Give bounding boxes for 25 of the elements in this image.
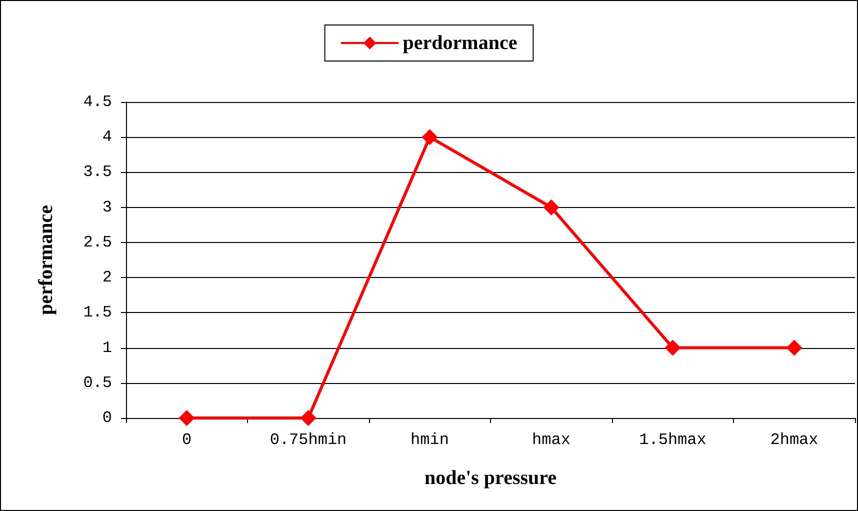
y-tick-label: 3 xyxy=(102,198,112,216)
point xyxy=(422,129,438,146)
point xyxy=(786,340,802,356)
x-tick-label: 0.75hmin xyxy=(270,431,347,449)
y-tick-label: 4 xyxy=(102,128,112,146)
x-tick-label: 1.5hmax xyxy=(639,431,706,449)
point xyxy=(543,199,560,216)
x-tick-label: 0 xyxy=(182,431,192,449)
x-tick-label: 2hmax xyxy=(770,431,818,449)
y-tick-label: 3.5 xyxy=(83,163,112,182)
point xyxy=(178,410,195,426)
y-tick-label: 0.5 xyxy=(83,374,112,392)
y-tick-label: 1 xyxy=(102,338,112,357)
x-axis-title: node's pressure xyxy=(424,467,557,489)
point xyxy=(664,340,681,356)
x-tick-label: hmax xyxy=(532,431,570,449)
y-tick-label: 0 xyxy=(102,409,112,427)
y-axis-title: performance xyxy=(35,204,57,315)
x-tick-label: hmin xyxy=(410,431,449,449)
y-tick-label: 1.5 xyxy=(83,304,112,322)
y-tick-label: 2.5 xyxy=(83,233,112,252)
legend-label: perdormance xyxy=(402,32,518,54)
y-tick-label: 2 xyxy=(102,268,112,287)
y-tick-label: 4.5 xyxy=(83,93,112,111)
point xyxy=(300,410,316,426)
